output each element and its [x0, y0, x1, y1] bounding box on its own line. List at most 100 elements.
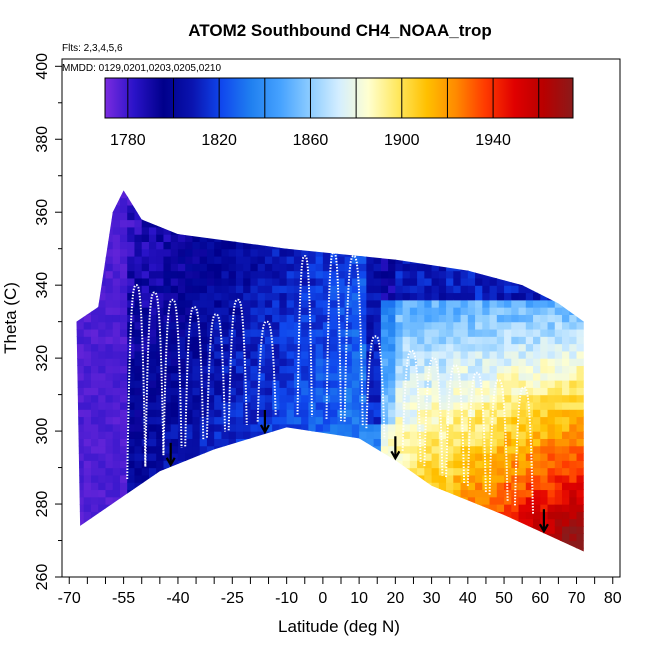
- heatmap-cell: [576, 387, 584, 396]
- y-tick-label: 320: [34, 345, 51, 372]
- heatmap-cell: [344, 350, 353, 359]
- heatmap-cell: [192, 219, 201, 228]
- heatmap-cell: [446, 248, 454, 257]
- heatmap-cell: [373, 511, 382, 520]
- heatmap-cell: [301, 438, 309, 447]
- heatmap-cell: [83, 226, 92, 235]
- heatmap-cell: [467, 496, 476, 505]
- heatmap-cell: [156, 285, 165, 294]
- heatmap-cell: [359, 204, 367, 213]
- heatmap-cell: [431, 496, 440, 505]
- heatmap-cell: [576, 270, 584, 279]
- heatmap-cell: [547, 394, 556, 403]
- heatmap-cell: [446, 387, 454, 396]
- heatmap-cell: [286, 365, 295, 374]
- heatmap-cell: [373, 372, 382, 381]
- heatmap-cell: [496, 496, 505, 505]
- heatmap-cell: [569, 350, 578, 359]
- heatmap-cell: [446, 197, 454, 206]
- heatmap-cell: [562, 343, 570, 352]
- heatmap-cell: [402, 474, 411, 483]
- heatmap-cell: [438, 540, 447, 549]
- heatmap-cell: [105, 336, 114, 345]
- heatmap-cell: [170, 460, 179, 469]
- heatmap-cell: [293, 438, 302, 447]
- heatmap-cell: [286, 219, 295, 228]
- heatmap-cell: [279, 438, 288, 447]
- heatmap-cell: [576, 504, 584, 512]
- heatmap-cell: [192, 518, 201, 527]
- heatmap-cell: [134, 277, 143, 286]
- heatmap-cell: [424, 350, 433, 359]
- heatmap-cell: [337, 474, 346, 483]
- heatmap-cell: [250, 445, 259, 454]
- heatmap-cell: [264, 226, 273, 235]
- heatmap-cell: [540, 299, 549, 308]
- heatmap-cell: [279, 314, 288, 323]
- heatmap-cell: [475, 277, 483, 286]
- heatmap-cell: [148, 467, 157, 476]
- heatmap-cell: [163, 372, 172, 381]
- heatmap-cell: [453, 489, 462, 498]
- heatmap-cell: [402, 372, 411, 381]
- heatmap-cell: [446, 438, 454, 447]
- heatmap-cell: [351, 358, 360, 367]
- heatmap-cell: [90, 350, 99, 359]
- heatmap-cell: [185, 518, 194, 527]
- heatmap-cell: [206, 445, 215, 454]
- heatmap-cell: [206, 401, 215, 410]
- heatmap-cell: [163, 489, 172, 498]
- heatmap-cell: [83, 482, 92, 491]
- heatmap-cell: [170, 482, 179, 491]
- heatmap-cell: [380, 489, 389, 498]
- heatmap-cell: [206, 474, 215, 483]
- heatmap-cell: [504, 263, 512, 272]
- heatmap-cell: [431, 380, 440, 388]
- heatmap-cell: [409, 380, 418, 388]
- heatmap-cell: [562, 540, 570, 549]
- heatmap-cell: [402, 241, 411, 250]
- heatmap-cell: [460, 314, 469, 323]
- heatmap-cell: [90, 372, 99, 381]
- heatmap-cell: [576, 467, 584, 476]
- heatmap-cell: [525, 336, 534, 345]
- heatmap-cell: [402, 525, 411, 534]
- heatmap-cell: [373, 263, 382, 272]
- heatmap-cell: [264, 401, 273, 410]
- heatmap-cell: [148, 394, 157, 403]
- heatmap-cell: [264, 314, 273, 323]
- heatmap-cell: [293, 219, 302, 228]
- heatmap-cell: [467, 255, 476, 264]
- heatmap-cell: [395, 314, 404, 323]
- heatmap-cell: [351, 547, 360, 552]
- heatmap-cell: [112, 380, 121, 388]
- heatmap-cell: [301, 190, 309, 199]
- heatmap-cell: [206, 277, 215, 286]
- heatmap-cell: [112, 328, 121, 337]
- heatmap-cell: [214, 460, 223, 469]
- heatmap-cell: [98, 525, 107, 534]
- heatmap-cell: [105, 328, 114, 337]
- heatmap-cell: [76, 540, 85, 549]
- heatmap-cell: [482, 431, 491, 439]
- heatmap-cell: [460, 387, 469, 396]
- heatmap-cell: [199, 474, 208, 483]
- heatmap-cell: [330, 423, 338, 432]
- heatmap-cell: [235, 328, 244, 337]
- heatmap-cell: [569, 190, 578, 199]
- heatmap-cell: [83, 445, 92, 454]
- heatmap-cell: [163, 328, 172, 337]
- heatmap-cell: [359, 248, 367, 257]
- heatmap-cell: [453, 219, 462, 228]
- heatmap-cell: [402, 394, 411, 403]
- heatmap-cell: [134, 248, 143, 257]
- heatmap-cell: [525, 489, 534, 498]
- heatmap-cell: [308, 358, 317, 367]
- heatmap-cell: [489, 328, 498, 337]
- heatmap-cell: [156, 292, 165, 301]
- heatmap-cell: [475, 482, 483, 491]
- heatmap-cell: [301, 219, 309, 228]
- heatmap-cell: [547, 482, 556, 491]
- heatmap-cell: [257, 314, 266, 323]
- heatmap-cell: [156, 263, 165, 272]
